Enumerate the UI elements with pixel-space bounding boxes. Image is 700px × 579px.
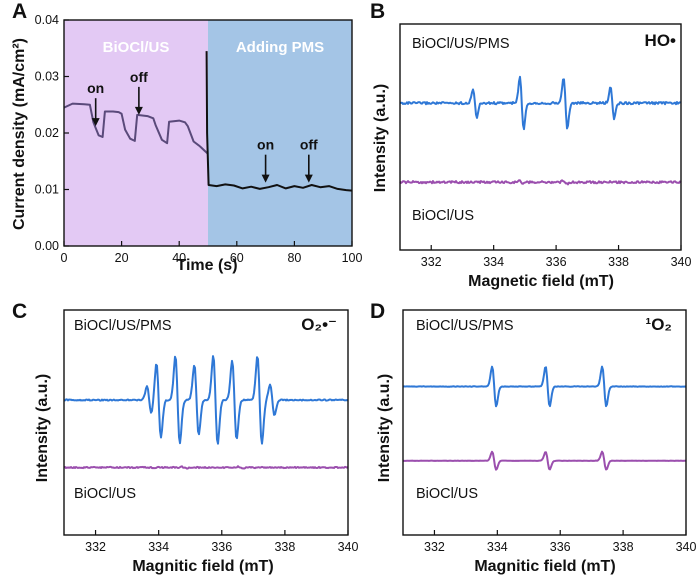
panel-d-ticks: 332 334 336 338 340: [424, 530, 696, 554]
panel-d-x-tick-label: 336: [550, 540, 571, 554]
panel-b-letter: B: [370, 0, 385, 23]
panel-b-x-tick-label: 338: [608, 255, 629, 269]
panel-c-x-tick-label: 338: [274, 540, 295, 554]
panel-a-series-line-adding-pms: [205, 51, 353, 192]
panel-c-series: [63, 355, 349, 470]
annotation-label-on: on: [257, 137, 274, 153]
panel-a-x-tick-label: 80: [287, 251, 301, 265]
panel-a-ticks: 0 20 40 60 80 100 0.00 0.01 0.02 0.03 0.04: [35, 13, 363, 265]
panel-b-series-line-pms: [399, 75, 682, 131]
panel-c-species-label: O₂•⁻: [301, 315, 337, 334]
panel-c: C 332 334 336 338 340 BiOCl/US/PMS BiOCl/US …: [12, 300, 358, 575]
panel-b-species-label: HO•: [645, 31, 677, 50]
panel-b-x-tick-label: 332: [421, 255, 442, 269]
panel-a-letter: A: [12, 0, 27, 23]
panel-c-x-tick-label: 340: [338, 540, 359, 554]
panel-b-ylabel: Intensity (a.u.): [372, 84, 389, 192]
panel-b-ticks: 332 334 336 338 340: [421, 245, 692, 269]
region-label-adding-pms: Adding PMS: [236, 39, 324, 56]
panel-c-ticks: 332 334 336 338 340: [85, 530, 358, 554]
panel-a-y-tick-label: 0.03: [35, 70, 59, 84]
panel-a-series-line-biocl-us: [63, 102, 209, 155]
panel-a-x-tick-label: 100: [342, 251, 363, 265]
panel-d-x-tick-label: 338: [613, 540, 634, 554]
panel-c-x-tick-label: 334: [148, 540, 169, 554]
panel-c-x-tick-label: 332: [85, 540, 106, 554]
annotation-arrow-head: [261, 174, 270, 183]
annotation-arrow-head: [304, 174, 313, 183]
panel-b-frame: [399, 23, 682, 251]
panel-d-series: [402, 365, 687, 471]
panel-c-letter: C: [12, 300, 27, 323]
panel-a-x-tick-label: 0: [61, 251, 68, 265]
panel-a-series: [63, 51, 353, 192]
panel-a-ylabel: Current density (mA/cm²): [11, 38, 28, 230]
panel-d-series-line-us: [402, 450, 687, 471]
panel-a-y-tick-label: 0.01: [35, 183, 59, 197]
panel-c-frame: [63, 309, 349, 536]
panel-c-xlabel: Magnitic field (mT): [132, 558, 273, 575]
panel-d-x-tick-label: 334: [487, 540, 508, 554]
panel-c-series-line-pms: [63, 355, 349, 445]
panel-c-x-tick-label: 336: [211, 540, 232, 554]
panel-b-series-line-us: [399, 179, 682, 186]
panel-d: D 332 334 336 338 340 BiOCl/US/PMS BiOCl/US …: [370, 300, 696, 575]
panel-b-series: [399, 75, 682, 186]
panel-d-x-tick-label: 340: [676, 540, 697, 554]
panel-b-series-label-us: BiOCl/US: [412, 208, 474, 224]
region-adding-pms: [208, 20, 352, 246]
panel-d-series-line-pms: [402, 365, 687, 408]
panel-a-x-tick-label: 40: [172, 251, 186, 265]
panel-b-x-tick-label: 340: [671, 255, 692, 269]
panel-b-x-tick-label: 336: [546, 255, 567, 269]
panel-d-x-tick-label: 332: [424, 540, 445, 554]
panel-b-series-label-pms: BiOCl/US/PMS: [412, 36, 510, 52]
panel-a-x-tick-label: 60: [230, 251, 244, 265]
annotation-label-on: on: [87, 80, 104, 96]
region-label-biocl-us: BiOCl/US: [103, 39, 170, 56]
panel-c-series-line-us: [64, 465, 349, 470]
annotation-arrow-head: [91, 118, 100, 127]
panel-d-frame: [402, 309, 687, 536]
panel-d-series-label-pms: BiOCl/US/PMS: [416, 318, 514, 334]
panel-a-xlabel: Time (s): [176, 257, 237, 274]
panel-c-ylabel: Intensity (a.u.): [34, 374, 51, 482]
panel-d-ylabel: Intensity (a.u.): [376, 374, 393, 482]
panel-a: A BiOCl/US Adding PMS on off on off 0 20 40 60…: [11, 0, 362, 274]
panel-b-xlabel: Magnetic field (mT): [468, 273, 614, 290]
panel-a-y-tick-label: 0.04: [35, 13, 59, 27]
panel-d-xlabel: Magnitic field (mT): [474, 558, 615, 575]
annotation-label-off: off: [130, 69, 148, 85]
annotation-arrow-head: [134, 106, 143, 115]
panel-c-series-label-us: BiOCl/US: [74, 486, 136, 502]
annotation-label-off: off: [300, 137, 318, 153]
panel-a-x-tick-label: 20: [115, 251, 129, 265]
panel-a-y-tick-label: 0.02: [35, 126, 59, 140]
panel-c-series-label-pms: BiOCl/US/PMS: [74, 318, 172, 334]
panel-d-letter: D: [370, 300, 385, 323]
panel-a-y-tick-label: 0.00: [35, 239, 59, 253]
panel-d-species-label: ¹O₂: [646, 315, 672, 334]
panel-b-x-tick-label: 334: [483, 255, 504, 269]
panel-d-series-label-us: BiOCl/US: [416, 486, 478, 502]
panel-a-annotations: on off on off: [87, 69, 318, 183]
panel-b: B 332 334 336 338 340 BiOCl/US/PMS BiOCl/US …: [370, 0, 691, 290]
